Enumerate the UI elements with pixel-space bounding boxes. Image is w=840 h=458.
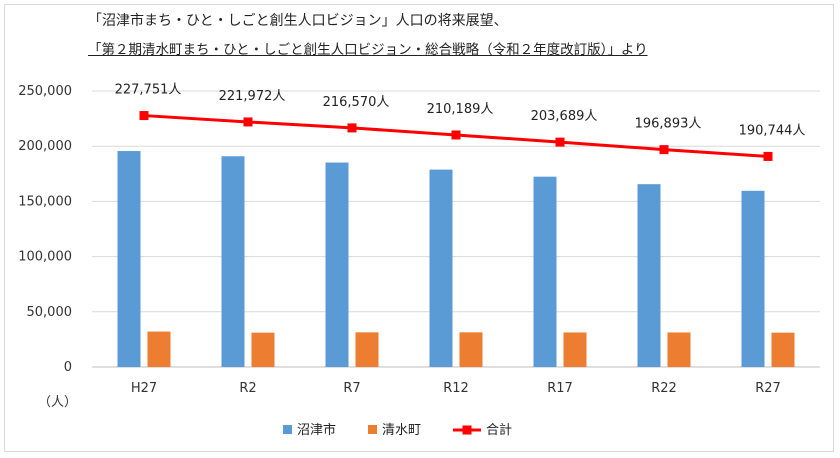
bar-shimizu (355, 332, 379, 367)
bar-shimizu (459, 332, 483, 367)
bar-marks (117, 151, 795, 367)
y-tick-label: 0 (64, 360, 72, 375)
bar-shimizu (147, 331, 171, 367)
x-axis: H27 R2 R7 R12 R17 R22 R27 (131, 381, 781, 396)
y-tick-label: 250,000 (18, 84, 72, 99)
total-data-label: 203,689人 (531, 109, 598, 124)
x-tick-label: H27 (131, 381, 157, 396)
bar-numazu (325, 162, 349, 367)
bar-shimizu (771, 332, 795, 367)
legend-label: 清水町 (382, 423, 421, 438)
y-tick-label: 200,000 (18, 139, 72, 154)
total-data-label: 227,751人 (115, 83, 182, 98)
chart-title-line-2: 「第２期清水町まち・ひと・しごと創生人口ビジョン・総合戦略（令和２年度改訂版）」… (88, 42, 648, 58)
bar-numazu (533, 176, 557, 367)
total-data-label: 221,972人 (219, 89, 286, 104)
total-line-point (555, 137, 565, 147)
legend-marker (462, 425, 472, 435)
bar-shimizu (667, 332, 691, 367)
chart-title-line-1: 「沼津市まち・ひと・しごと創生人口ビジョン」人口の将来展望、 (88, 13, 508, 29)
x-tick-label: R22 (651, 381, 677, 396)
y-unit-label: （人） (38, 395, 77, 410)
bar-numazu (429, 169, 453, 367)
total-line-point (659, 145, 669, 155)
legend: 沼津市 清水町 合計 (283, 422, 512, 438)
bar-numazu (637, 184, 661, 367)
total-data-label: 210,189人 (427, 102, 494, 117)
total-line (139, 111, 773, 161)
x-tick-label: R12 (443, 381, 469, 396)
legend-label: 合計 (486, 422, 512, 438)
total-data-label: 190,744人 (739, 123, 806, 138)
bar-numazu (221, 156, 245, 367)
bar-numazu (117, 151, 141, 367)
total-line-point (243, 117, 253, 127)
chart-frame (4, 4, 834, 452)
y-tick-label: 100,000 (18, 250, 72, 265)
y-axis: 0 50,000 100,000 150,000 200,000 250,000 (18, 84, 72, 375)
bar-shimizu (563, 332, 587, 367)
y-tick-label: 150,000 (18, 194, 72, 209)
total-line-point (139, 111, 149, 121)
bar-numazu (741, 190, 765, 367)
x-tick-label: R7 (343, 381, 360, 396)
legend-label: 沼津市 (297, 422, 336, 438)
legend-swatch (368, 425, 377, 434)
x-tick-label: R27 (755, 381, 781, 396)
total-line-point (347, 123, 357, 133)
x-tick-label: R17 (547, 381, 573, 396)
legend-swatch (283, 425, 292, 434)
total-data-label: 196,893人 (635, 117, 702, 132)
y-tick-label: 50,000 (27, 305, 73, 320)
total-line-point (451, 130, 461, 140)
x-tick-label: R2 (239, 381, 256, 396)
total-data-label: 216,570人 (323, 95, 390, 110)
gridlines (92, 90, 820, 368)
data-labels: 227,751人 221,972人 216,570人 210,189人 203,689人… (115, 83, 806, 139)
bar-shimizu (251, 332, 275, 367)
total-line-point (763, 151, 773, 161)
